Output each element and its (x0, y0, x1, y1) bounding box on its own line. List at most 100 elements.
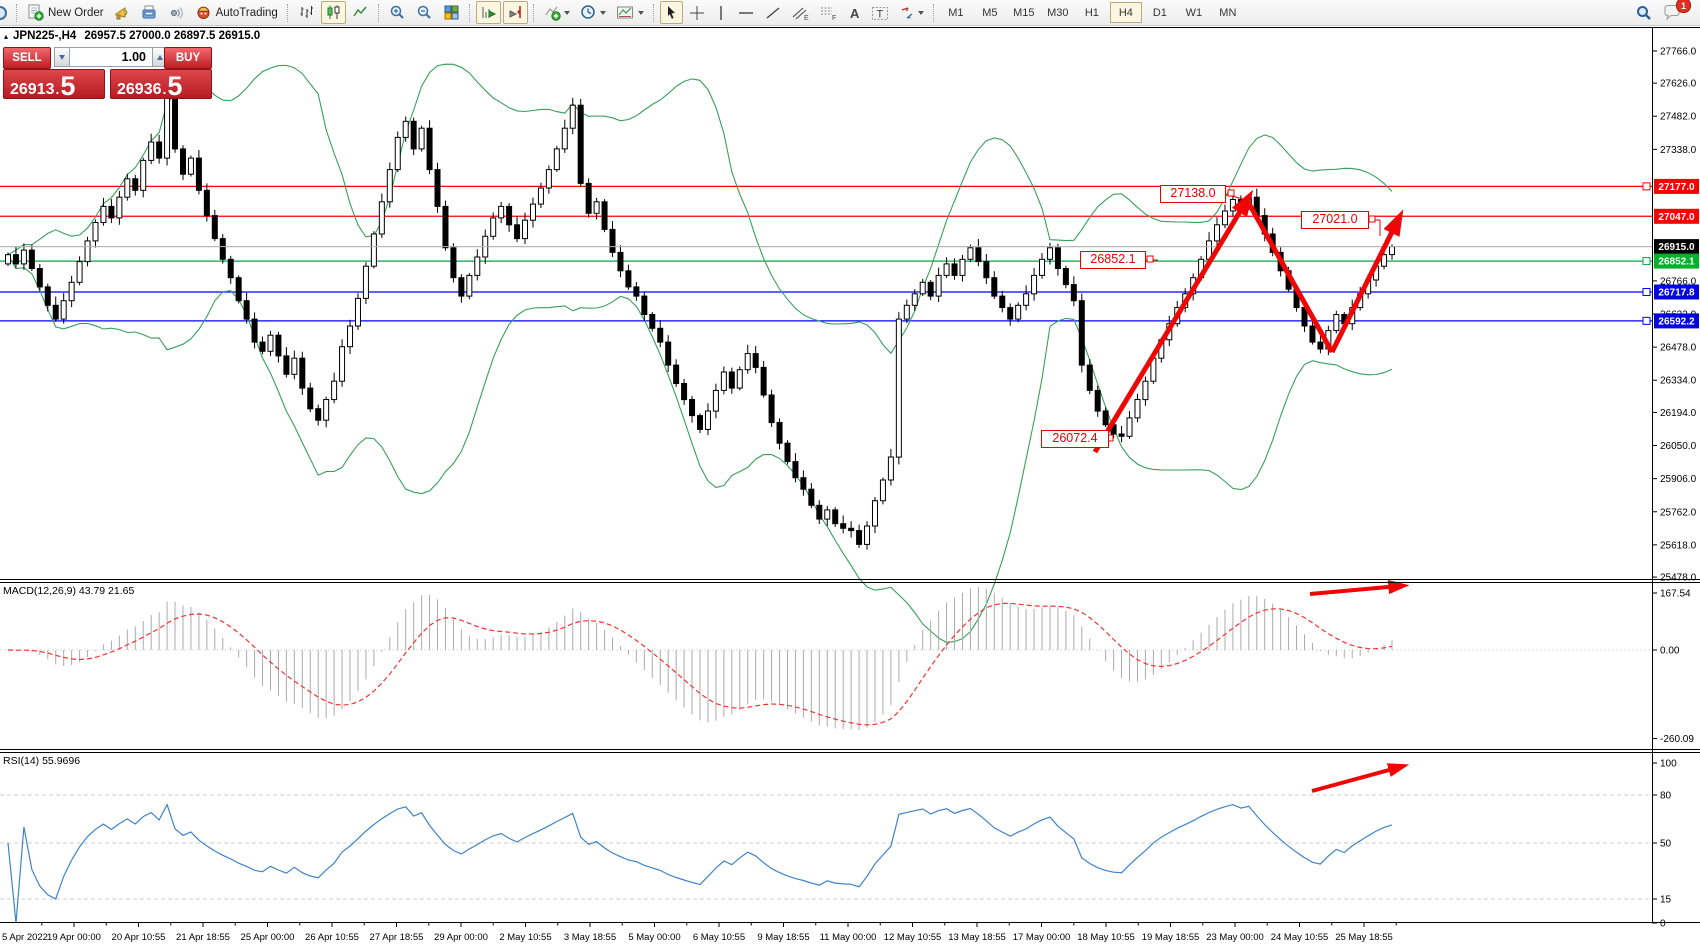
timeframe-m15-button[interactable]: M15 (1013, 6, 1035, 19)
zoom-out-button[interactable] (412, 1, 437, 24)
arrows-tool-button[interactable] (895, 1, 928, 24)
metaeditor-button[interactable] (110, 1, 135, 24)
toolbar-separator (377, 3, 380, 22)
crosshair-icon (689, 5, 704, 20)
cursor-tool-button[interactable] (659, 1, 683, 24)
auto-scroll-button[interactable] (475, 1, 501, 24)
timeframe-h1-button[interactable]: H1 (1084, 6, 1099, 19)
buy-button[interactable]: BUY (164, 47, 212, 69)
fibonacci-icon: F (820, 7, 836, 21)
svg-text:20 Apr 10:55: 20 Apr 10:55 (112, 932, 166, 943)
horizontal-line-tool-button[interactable] (733, 1, 759, 24)
channel-icon: E (792, 7, 809, 21)
clipped-chart-icon (0, 3, 12, 23)
svg-text:80: 80 (1660, 791, 1672, 802)
line-chart-button[interactable] (348, 1, 373, 24)
candlestick-chart-button[interactable] (320, 1, 346, 24)
timeframe-group: M1 M5 M15 M30 H1 H4 D1 W1 MN (939, 0, 1245, 25)
volume-decrement-button[interactable] (54, 47, 70, 67)
toolbar-separator (468, 3, 471, 22)
auto-scroll-icon (482, 7, 496, 18)
new-order-button[interactable]: New Order (23, 1, 108, 24)
template-icon (616, 6, 633, 19)
text-label-icon: T (871, 6, 888, 20)
svg-text:T: T (876, 8, 883, 20)
zoom-in-icon (390, 5, 404, 19)
svg-text:27177.0: 27177.0 (1658, 182, 1695, 193)
fibonacci-tool-button[interactable]: F (815, 1, 841, 24)
tile-windows-icon (444, 5, 459, 20)
autotrading-label: AutoTrading (215, 6, 278, 19)
toolbar-separator (532, 3, 535, 22)
buy-price-int: 26936 (117, 81, 162, 98)
buy-price-display[interactable]: 26936 . 5 (110, 69, 212, 101)
volume-input[interactable] (70, 47, 152, 67)
toolbar-separator (932, 3, 935, 22)
tile-windows-button[interactable] (439, 1, 464, 24)
search-button[interactable] (1631, 1, 1657, 24)
svg-text:26050.0: 26050.0 (1660, 441, 1697, 452)
timeframe-m30-button[interactable]: M30 (1047, 6, 1069, 19)
svg-text:25478.0: 25478.0 (1660, 573, 1697, 584)
notification-count-badge: 1 (1676, 0, 1691, 13)
zoom-in-button[interactable] (385, 1, 410, 24)
vertical-line-icon (720, 5, 722, 20)
symbol-ohlc-readout: ▴ JPN225-,H4 26957.5 27000.0 26897.5 269… (4, 30, 260, 42)
timeframe-h4-button[interactable]: H4 (1109, 2, 1142, 23)
triangle-up-icon (157, 54, 163, 60)
price-annotation-support[interactable]: 26852.1 (1080, 251, 1146, 269)
crosshair-tool-button[interactable] (685, 1, 709, 24)
svg-text:26478.0: 26478.0 (1660, 343, 1697, 354)
price-annotation-target[interactable]: 27021.0 (1301, 211, 1369, 229)
timeframe-mn-button[interactable]: MN (1219, 6, 1237, 19)
chart-shift-button[interactable] (502, 1, 528, 24)
svg-text:26194.0: 26194.0 (1660, 408, 1697, 419)
sell-price-int: 26913 (10, 81, 55, 98)
terminal-button[interactable] (137, 1, 162, 24)
svg-text:21 Apr 18:55: 21 Apr 18:55 (176, 932, 230, 943)
trendline-tool-button[interactable] (761, 1, 785, 24)
svg-text:23 May 00:00: 23 May 00:00 (1206, 932, 1264, 943)
new-order-label: New Order (48, 6, 104, 19)
svg-text:24 May 10:55: 24 May 10:55 (1271, 932, 1329, 943)
dropdown-caret (637, 10, 644, 15)
indicators-button[interactable] (540, 1, 574, 24)
svg-text:26915.0: 26915.0 (1658, 242, 1695, 253)
autotrading-robot-icon (197, 6, 210, 19)
timeframe-w1-button[interactable]: W1 (1185, 6, 1203, 19)
equidistant-channel-tool-button[interactable]: E (787, 1, 813, 24)
svg-text:167.54: 167.54 (1660, 589, 1691, 600)
bar-chart-button[interactable] (294, 1, 319, 24)
dropdown-caret (599, 10, 606, 15)
price-annotation-low[interactable]: 26072.4 (1041, 430, 1109, 448)
svg-text:25 Apr 00:00: 25 Apr 00:00 (241, 932, 295, 943)
svg-text:50: 50 (1660, 839, 1672, 850)
macd-indicator-label: MACD(12,26,9) 43.79 21.65 (3, 585, 135, 597)
svg-text:3 May 18:55: 3 May 18:55 (564, 932, 616, 943)
triangle-down-icon (59, 54, 65, 60)
sell-price-display[interactable]: 26913 . 5 (3, 69, 105, 101)
svg-text:26334.0: 26334.0 (1660, 376, 1697, 387)
text-tool-button[interactable]: A (843, 1, 865, 24)
sell-button[interactable]: SELL (3, 47, 51, 69)
templates-button[interactable] (612, 1, 648, 24)
text-label-tool-button[interactable]: T (867, 1, 893, 24)
signals-button[interactable] (164, 1, 189, 24)
price-annotation-peak[interactable]: 27138.0 (1160, 185, 1226, 203)
timeframe-m1-button[interactable]: M1 (948, 6, 964, 19)
notifications-button[interactable]: 1 (1659, 0, 1691, 24)
one-click-collapse-arrow[interactable]: ▴ (4, 32, 9, 41)
timeframe-d1-button[interactable]: D1 (1152, 6, 1167, 19)
periods-button[interactable] (576, 1, 610, 24)
svg-text:27482.0: 27482.0 (1660, 112, 1697, 123)
timeframe-m5-button[interactable]: M5 (982, 6, 998, 19)
chart-symbol-timeframe: JPN225-,H4 (13, 30, 77, 42)
toolbar-separator (286, 3, 289, 22)
vertical-line-tool-button[interactable] (711, 1, 731, 24)
autotrading-button[interactable]: AutoTrading (191, 1, 282, 24)
svg-text:27766.0: 27766.0 (1660, 46, 1697, 57)
svg-text:25618.0: 25618.0 (1660, 540, 1697, 551)
svg-text:27626.0: 27626.0 (1660, 79, 1697, 90)
chart-shift-icon (509, 6, 521, 18)
